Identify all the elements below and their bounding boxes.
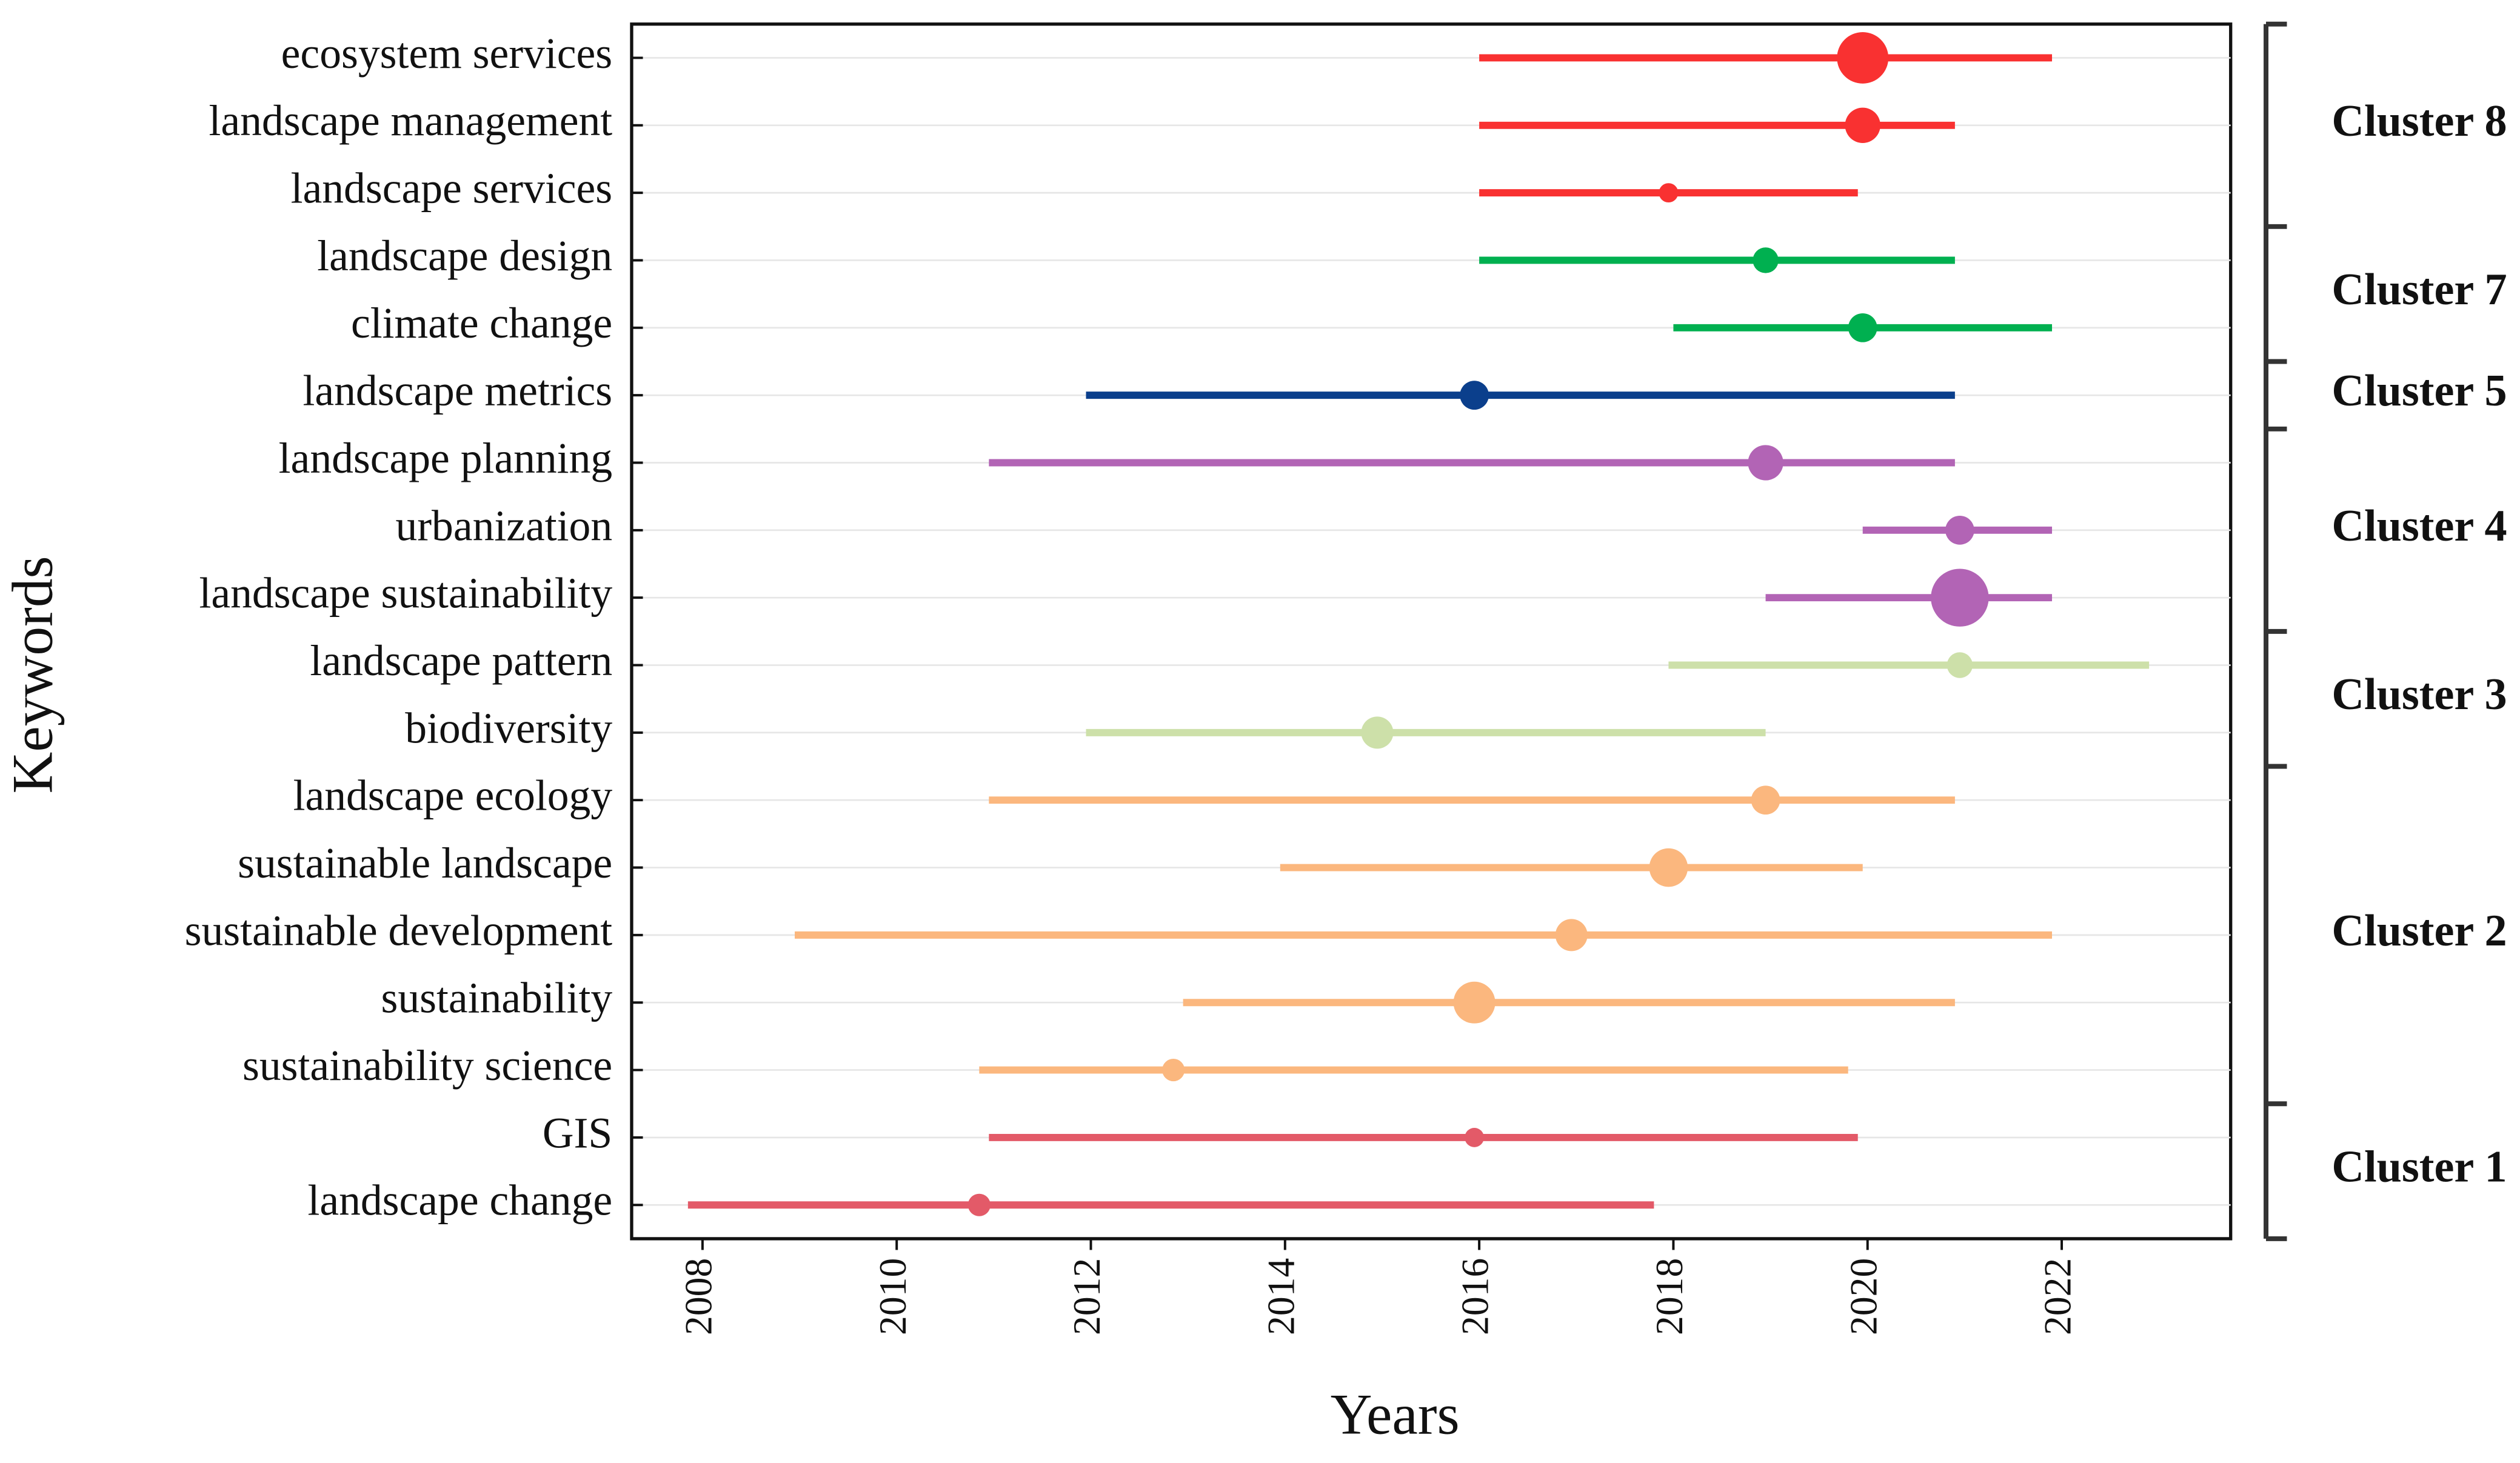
y-tick-label: sustainable development [185, 907, 613, 955]
y-tick-label: sustainable landscape [238, 839, 612, 887]
cluster-label: Cluster 4 [2331, 501, 2507, 551]
x-tick-label: 2010 [871, 1258, 914, 1335]
x-tick-label: 2020 [1842, 1258, 1885, 1335]
peak-dot [1845, 107, 1880, 143]
peak-dot [1162, 1059, 1185, 1082]
peak-dot [1555, 919, 1588, 951]
y-tick-label: landscape design [317, 232, 612, 280]
plot-frame [630, 22, 2233, 1241]
y-tick-label: landscape planning [279, 435, 612, 482]
peak-dot [1753, 247, 1779, 273]
y-tick-label: landscape sustainability [199, 570, 612, 618]
y-tick-label: landscape services [291, 165, 613, 213]
peak-dot [1659, 183, 1679, 203]
x-tick-label: 2014 [1259, 1258, 1302, 1335]
cluster-label: Cluster 3 [2331, 670, 2507, 719]
peak-dot [1751, 785, 1780, 815]
peak-dot [1848, 313, 1877, 342]
cluster-label: Cluster 8 [2331, 96, 2507, 146]
cluster-label: Cluster 5 [2331, 366, 2507, 416]
y-tick-label: landscape pattern [310, 637, 612, 685]
cluster-label: Cluster 2 [2331, 906, 2507, 956]
x-tick-label: 2018 [1648, 1258, 1691, 1335]
peak-dot [1748, 445, 1783, 481]
peak-dot [1837, 32, 1889, 84]
peak-dot [1453, 981, 1496, 1024]
x-tick-label: 2022 [2036, 1258, 2079, 1335]
cluster-label: Cluster 7 [2331, 265, 2507, 315]
peak-dot [1931, 568, 1989, 627]
x-tick-label: 2016 [1454, 1258, 1497, 1335]
peak-dot [1945, 515, 1974, 545]
y-tick-label: sustainability science [242, 1042, 612, 1090]
peak-dot [1947, 652, 1973, 678]
y-tick-label: landscape metrics [302, 367, 612, 415]
y-axis-title: Keywords [1, 556, 65, 793]
cluster-label: Cluster 1 [2331, 1142, 2507, 1192]
y-tick-label: climate change [351, 299, 612, 347]
x-axis-title: Years [1331, 1382, 1460, 1446]
x-tick-label: 2012 [1065, 1258, 1108, 1335]
peak-dot [1361, 716, 1394, 749]
y-tick-label: landscape change [307, 1177, 612, 1225]
peak-dot [1649, 848, 1688, 887]
peak-dot [1465, 1128, 1485, 1147]
y-tick-label: urbanization [395, 502, 612, 550]
peak-dot [1460, 381, 1489, 410]
y-tick-label: landscape management [209, 97, 613, 145]
y-tick-label: biodiversity [405, 704, 612, 752]
peak-dot [968, 1193, 991, 1216]
x-tick-label: 2008 [677, 1258, 720, 1335]
y-tick-label: GIS [543, 1109, 612, 1157]
y-tick-label: ecosystem services [281, 30, 612, 78]
y-tick-label: landscape ecology [293, 772, 613, 820]
y-tick-label: sustainability [381, 975, 612, 1022]
